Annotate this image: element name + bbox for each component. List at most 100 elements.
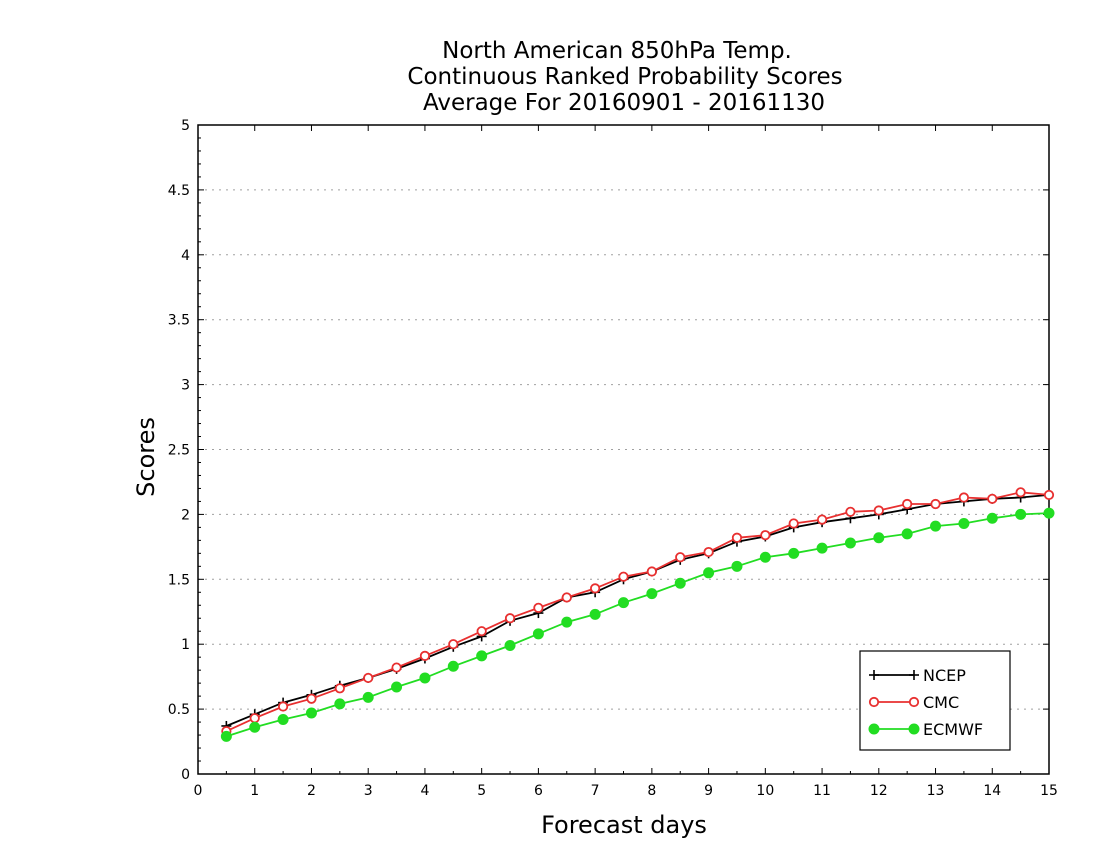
data-point-cmc xyxy=(249,713,260,724)
x-tick-label: 14 xyxy=(983,783,1001,799)
title-line-1: North American 850hPa Temp. xyxy=(442,38,792,64)
legend: NCEP CMC ECMWF xyxy=(859,650,1011,751)
legend-marker-ecmwf xyxy=(868,723,880,735)
x-tick-label: 1 xyxy=(250,783,259,799)
data-point-cmc xyxy=(363,672,374,684)
data-point-cmc xyxy=(788,518,799,529)
data-point-cmc xyxy=(590,583,601,594)
data-point-ecmwf xyxy=(561,616,573,628)
data-point-ecmwf xyxy=(618,597,629,609)
x-tick-label: 10 xyxy=(756,783,774,799)
legend-marker-ncep xyxy=(909,670,919,680)
data-point-ecmwf xyxy=(504,639,516,651)
y-tick-label: 0.5 xyxy=(168,702,190,718)
data-point-ecmwf xyxy=(930,520,942,532)
x-tick-label: 8 xyxy=(647,783,656,799)
x-axis-label: Forecast days xyxy=(541,811,707,839)
x-tick-label: 15 xyxy=(1040,783,1058,799)
data-point-ecmwf xyxy=(362,691,374,703)
legend-label-ncep: NCEP xyxy=(923,666,966,685)
data-point-cmc xyxy=(504,613,516,624)
data-point-cmc xyxy=(760,530,771,541)
data-point-cmc xyxy=(873,505,884,516)
data-point-cmc xyxy=(618,571,629,582)
data-point-cmc xyxy=(561,592,572,603)
x-tick-label: 12 xyxy=(870,783,888,799)
y-tick-label: 4.5 xyxy=(168,183,190,199)
data-point-ecmwf xyxy=(419,672,431,684)
data-point-ecmwf xyxy=(334,698,346,710)
data-point-cmc xyxy=(391,662,402,673)
data-point-ecmwf xyxy=(674,577,686,589)
legend-marker-ecmwf xyxy=(908,723,920,735)
legend-item-cmc: CMC xyxy=(868,693,959,712)
data-point-cmc xyxy=(419,650,431,661)
y-tick-label: 0 xyxy=(181,767,190,783)
data-point-cmc xyxy=(448,639,459,650)
data-point-cmc xyxy=(987,493,998,504)
series-cmc xyxy=(221,487,1055,737)
x-tick-label: 9 xyxy=(704,783,713,799)
data-point-ecmwf xyxy=(220,730,232,742)
data-point-ecmwf xyxy=(249,721,261,733)
data-point-ecmwf xyxy=(305,707,317,719)
title-line-3: Average For 20160901 - 20161130 xyxy=(423,90,825,116)
series-lines xyxy=(220,487,1055,742)
data-point-ecmwf xyxy=(873,532,885,544)
data-point-ecmwf xyxy=(958,517,970,529)
data-point-cmc xyxy=(816,514,828,525)
legend-marker-ncep xyxy=(869,670,879,680)
x-tick-label: 5 xyxy=(477,783,486,799)
data-point-ecmwf xyxy=(1015,508,1027,520)
data-point-ecmwf xyxy=(759,551,771,563)
legend-marker-cmc xyxy=(908,696,920,708)
y-tick-label: 3.5 xyxy=(168,313,190,329)
x-axis: 0 1 2 3 4 5 6 7 8 9 10 11 12 13 14 15 xyxy=(194,125,1058,799)
y-tick-label: 1 xyxy=(181,637,190,653)
data-point-cmc xyxy=(476,626,487,637)
title-line-2: Continuous Ranked Probability Scores xyxy=(407,64,842,90)
data-point-cmc xyxy=(1043,489,1055,501)
legend-marker-cmc xyxy=(868,696,880,708)
x-tick-label: 6 xyxy=(534,783,543,799)
data-point-ecmwf xyxy=(731,560,743,572)
x-tick-label: 4 xyxy=(420,783,429,799)
data-point-ecmwf xyxy=(844,537,856,549)
data-point-ecmwf xyxy=(986,512,998,524)
series-ecmwf xyxy=(220,507,1055,742)
data-point-cmc xyxy=(1015,487,1026,498)
data-point-cmc xyxy=(731,532,743,543)
data-point-ecmwf xyxy=(816,542,828,554)
y-axis-label: Scores xyxy=(132,417,160,497)
chart-title: North American 850hPa Temp. Continuous R… xyxy=(407,38,842,116)
x-tick-label: 7 xyxy=(591,783,600,799)
data-point-ecmwf xyxy=(532,628,544,640)
legend-item-ecmwf: ECMWF xyxy=(868,720,983,739)
data-point-cmc xyxy=(646,566,657,577)
y-axis: 0 0.5 1 1.5 2 2.5 3 3.5 4 4.5 5 xyxy=(168,118,1049,783)
x-tick-label: 11 xyxy=(813,783,831,799)
data-point-ecmwf xyxy=(391,681,403,693)
data-point-ecmwf xyxy=(901,528,913,540)
y-tick-label: 4 xyxy=(181,248,190,264)
data-point-cmc xyxy=(902,498,913,510)
data-point-ecmwf xyxy=(476,650,488,662)
data-point-cmc xyxy=(958,492,970,503)
data-point-ecmwf xyxy=(277,713,289,725)
data-point-ecmwf xyxy=(703,567,715,579)
data-point-cmc xyxy=(306,693,317,704)
data-point-ecmwf xyxy=(447,660,459,672)
data-point-cmc xyxy=(277,701,289,712)
y-tick-label: 2.5 xyxy=(168,443,190,459)
legend-item-ncep: NCEP xyxy=(869,666,966,685)
data-point-ecmwf xyxy=(788,547,800,559)
data-point-cmc xyxy=(845,506,856,517)
x-tick-label: 13 xyxy=(927,783,945,799)
x-tick-label: 3 xyxy=(364,783,373,799)
y-tick-label: 1.5 xyxy=(168,572,190,588)
gridlines xyxy=(198,189,1049,710)
y-tick-label: 2 xyxy=(181,507,190,523)
legend-label-cmc: CMC xyxy=(923,693,959,712)
x-tick-label: 0 xyxy=(194,783,203,799)
